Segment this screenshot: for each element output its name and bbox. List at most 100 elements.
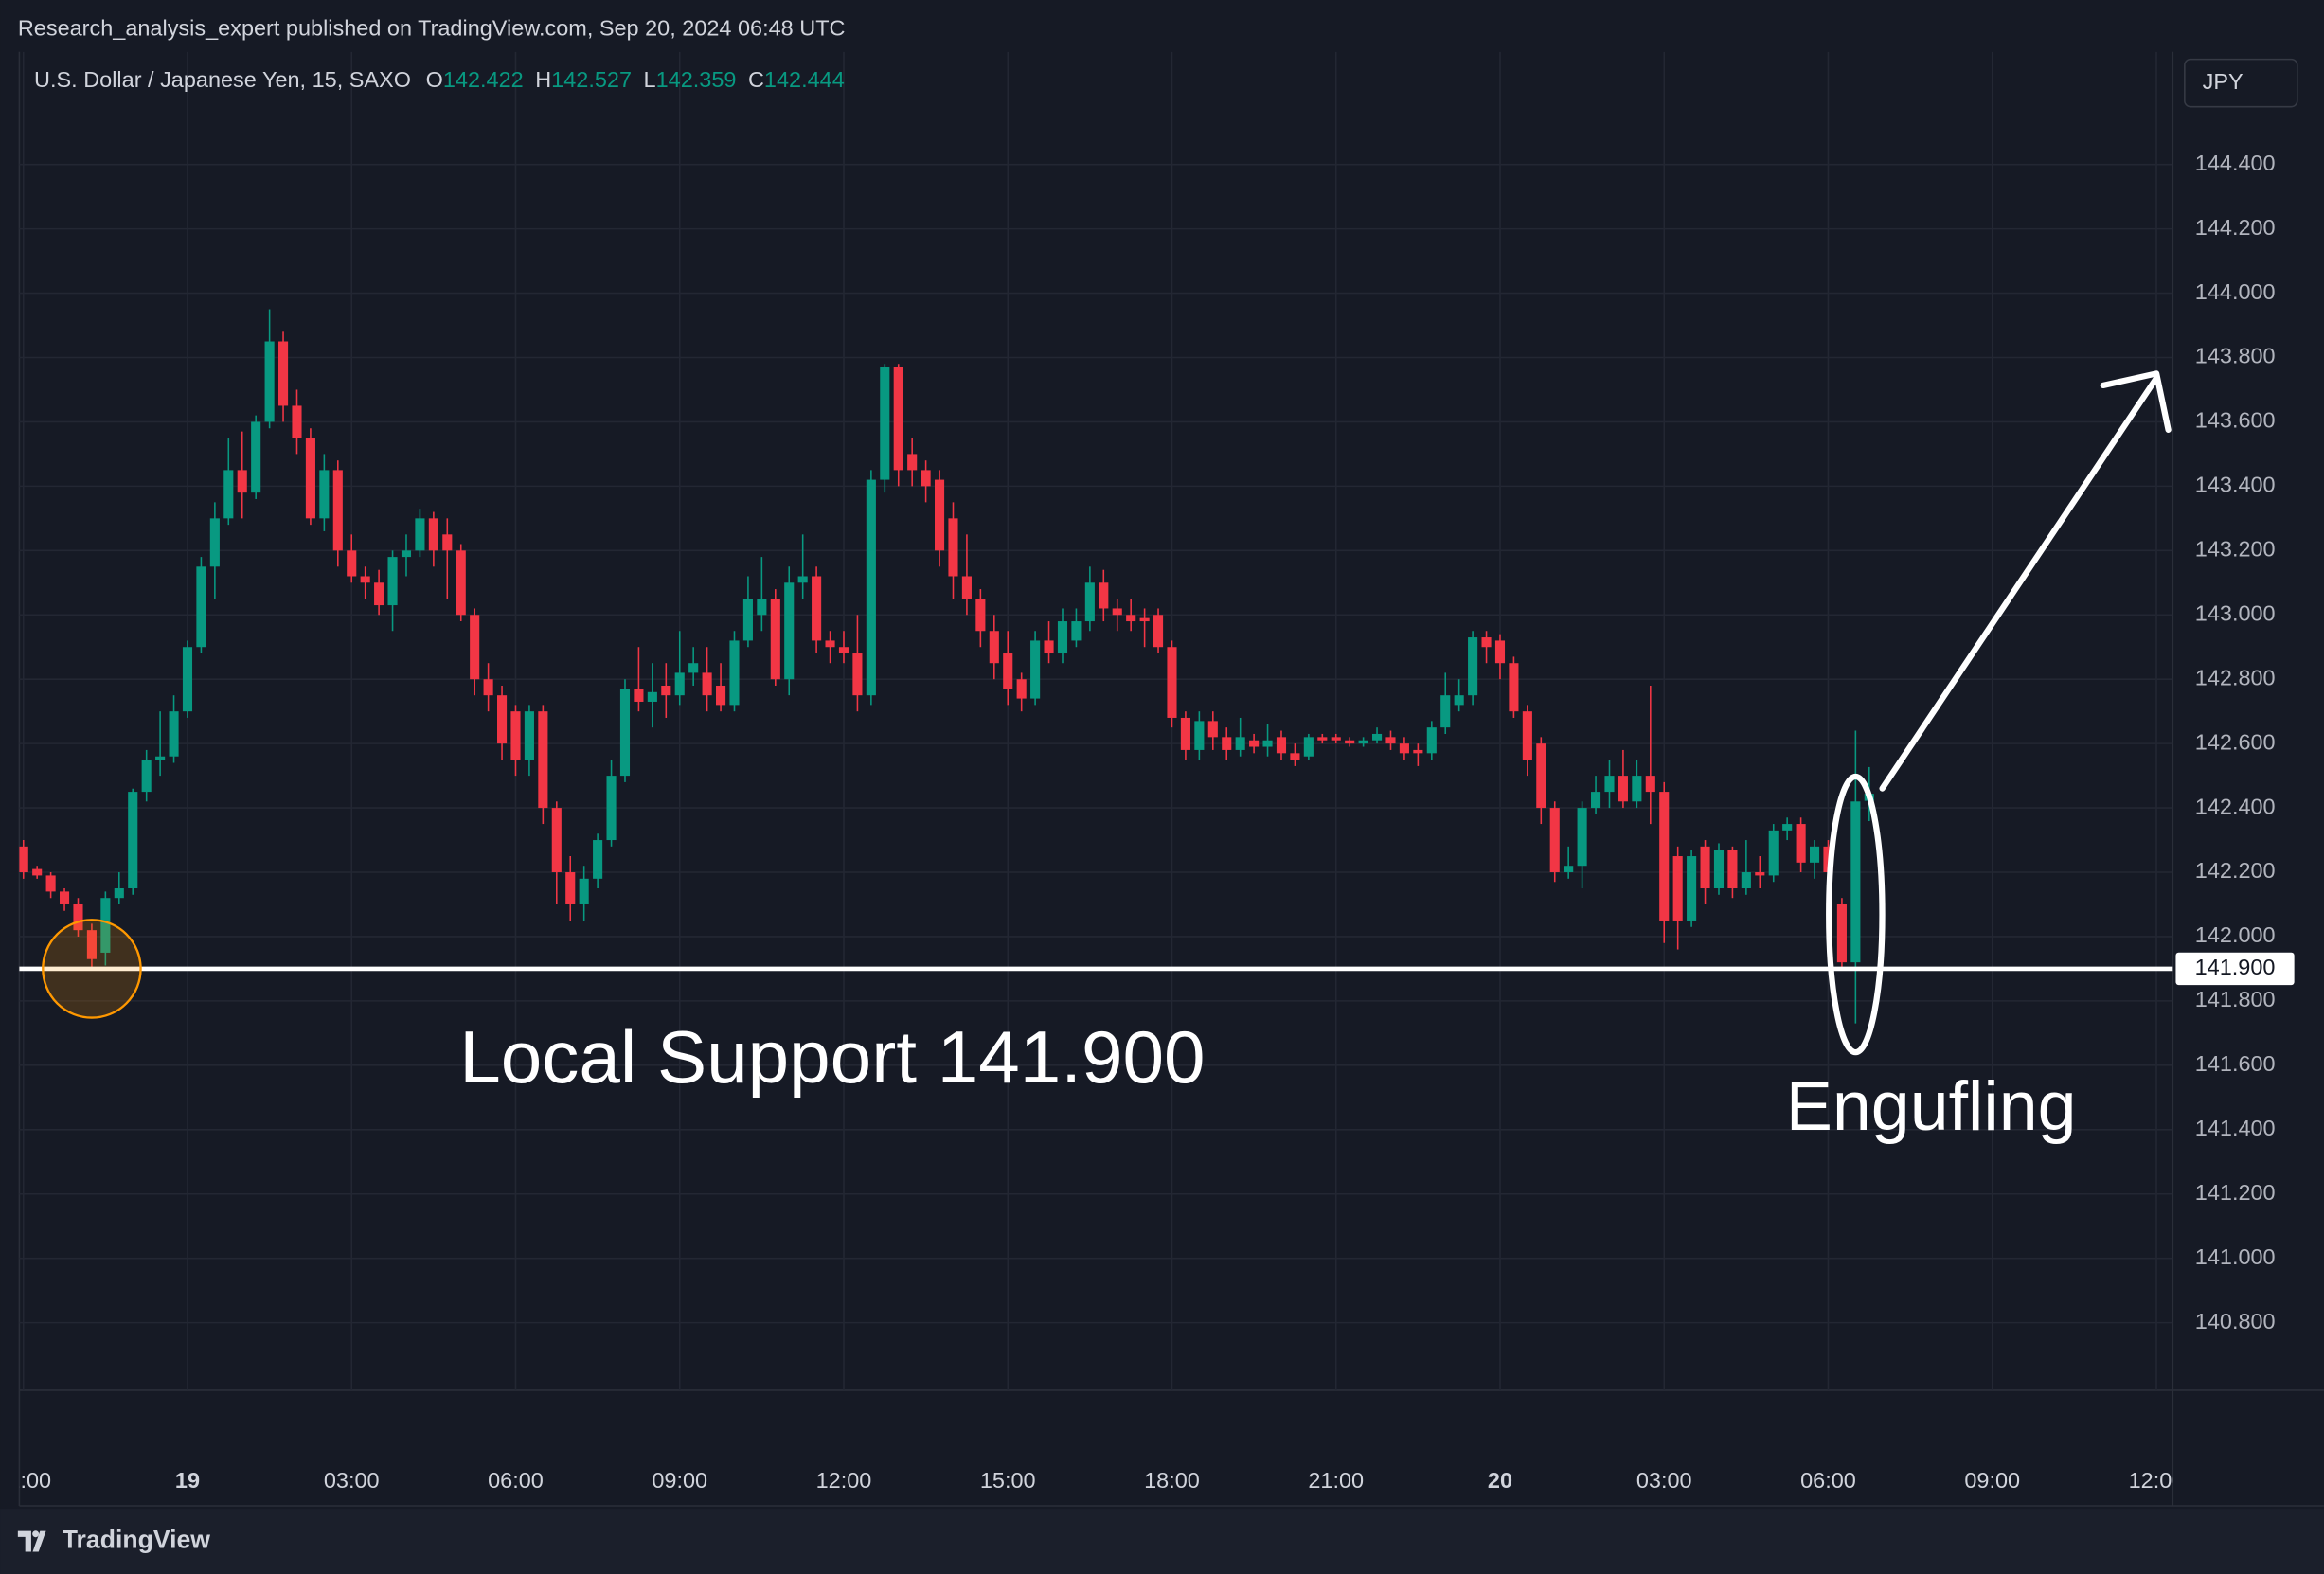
candle-body	[1632, 776, 1642, 802]
x-tick-label: 21:00	[0, 1468, 51, 1493]
candle-body	[1153, 615, 1164, 648]
candle-body	[141, 760, 152, 793]
ohlc-value: 142.444	[764, 67, 845, 92]
y-tick-label: 144.200	[2195, 215, 2276, 240]
candle-body	[456, 550, 466, 616]
y-tick-label: 140.800	[2195, 1309, 2276, 1333]
candle-body	[1262, 740, 1273, 747]
candle-body	[223, 470, 234, 519]
candle-body	[729, 640, 740, 706]
candle-body	[1809, 846, 1820, 863]
x-tick-label: 09:00	[652, 1468, 707, 1493]
candle-body	[1057, 621, 1068, 654]
candle-body	[1687, 856, 1697, 921]
candle-body	[784, 582, 795, 680]
chart-header: U.S. Dollar / Japanese Yen, 15, SAXO O142…	[34, 67, 845, 92]
y-tick-label: 142.200	[2195, 858, 2276, 883]
x-tick-label: 03:00	[1636, 1468, 1692, 1493]
candle-body	[1235, 737, 1245, 750]
candle-body	[880, 367, 890, 480]
candle-body	[347, 550, 357, 577]
candle-body	[428, 518, 438, 551]
candle-body	[606, 776, 617, 841]
ohlc-value: 142.422	[443, 67, 524, 92]
x-tick-label: 21:00	[1308, 1468, 1364, 1493]
candle-body	[770, 599, 780, 680]
y-tick-label: 142.400	[2195, 794, 2276, 818]
y-tick-label: 143.600	[2195, 408, 2276, 433]
candle-body	[1713, 850, 1725, 889]
candle-body	[1426, 727, 1437, 754]
candle-body	[86, 930, 97, 959]
support-touch-circle	[42, 919, 142, 1019]
annotation: Local Support 141.900	[459, 1015, 1205, 1099]
candle-body	[1549, 808, 1560, 873]
y-tick-label: 142.800	[2195, 665, 2276, 689]
y-tick-label: 141.000	[2195, 1244, 2276, 1269]
candle-body	[128, 792, 138, 889]
y-tick-label: 141.200	[2195, 1180, 2276, 1205]
y-tick-label: 142.600	[2195, 729, 2276, 754]
support-price-box	[2175, 952, 2295, 986]
candle-body	[1139, 617, 1150, 622]
candle-body	[1454, 695, 1464, 706]
candle-body	[812, 576, 822, 641]
candle-body	[1331, 737, 1341, 741]
candle-body	[538, 711, 548, 809]
candle-body	[415, 518, 425, 551]
candle-body	[921, 470, 931, 487]
candle-body	[59, 891, 70, 904]
candle-body	[838, 647, 849, 654]
publisher: Research_analysis_expert published on Tr…	[18, 16, 846, 41]
candle-body	[1003, 653, 1013, 689]
candle-body	[1167, 647, 1177, 718]
candle-body	[1700, 846, 1710, 889]
candle-body	[1755, 872, 1765, 876]
candle-body	[1522, 711, 1532, 760]
candle-body	[1796, 824, 1806, 863]
candle-body	[619, 689, 631, 777]
candle-body	[1249, 740, 1260, 747]
candle-body	[374, 582, 384, 606]
y-tick-label: 143.800	[2195, 344, 2276, 368]
y-tick-label: 144.400	[2195, 151, 2276, 175]
candle-body	[907, 454, 918, 471]
y-tick-label: 141.800	[2195, 987, 2276, 1011]
candle-body	[1222, 737, 1232, 750]
candle-body	[1413, 749, 1423, 754]
candle-body	[797, 576, 808, 583]
candle-body	[292, 405, 302, 438]
engulfing-ellipse	[1826, 773, 1886, 1056]
candle-body	[169, 711, 179, 757]
candle-body	[496, 695, 508, 744]
candle-body	[1194, 721, 1205, 750]
ohlc-letter: O	[426, 67, 443, 92]
candle-body	[1481, 637, 1492, 648]
candle-body	[1290, 753, 1300, 760]
candle-body	[715, 685, 726, 706]
candle-body	[1440, 695, 1451, 728]
candle-body	[1850, 801, 1861, 963]
candle-body	[387, 557, 398, 606]
candle-body	[948, 518, 958, 577]
candle-body	[1618, 776, 1628, 802]
x-tick-label: 12:00	[816, 1468, 872, 1493]
grid	[19, 51, 2173, 1390]
candle-body	[114, 888, 124, 899]
candle-body	[45, 875, 56, 892]
x-labels: 21:00 19 03:00 06:00 09:00 12:00 15:00 18:00 21:…	[0, 1468, 2172, 1493]
candle-body	[510, 711, 521, 760]
arrow-shaft	[1879, 374, 2160, 792]
candle-body	[1126, 615, 1136, 622]
candle-body	[182, 647, 193, 712]
logo	[17, 1530, 46, 1552]
x-tick-label: 18:00	[1144, 1468, 1200, 1493]
candle-body	[1509, 663, 1519, 712]
candle-body	[1494, 640, 1506, 664]
ohlc-value: 142.359	[656, 67, 737, 92]
candle-body	[961, 576, 972, 599]
candle-body	[442, 534, 453, 551]
candle-body	[73, 903, 83, 931]
candle-body	[702, 672, 712, 696]
